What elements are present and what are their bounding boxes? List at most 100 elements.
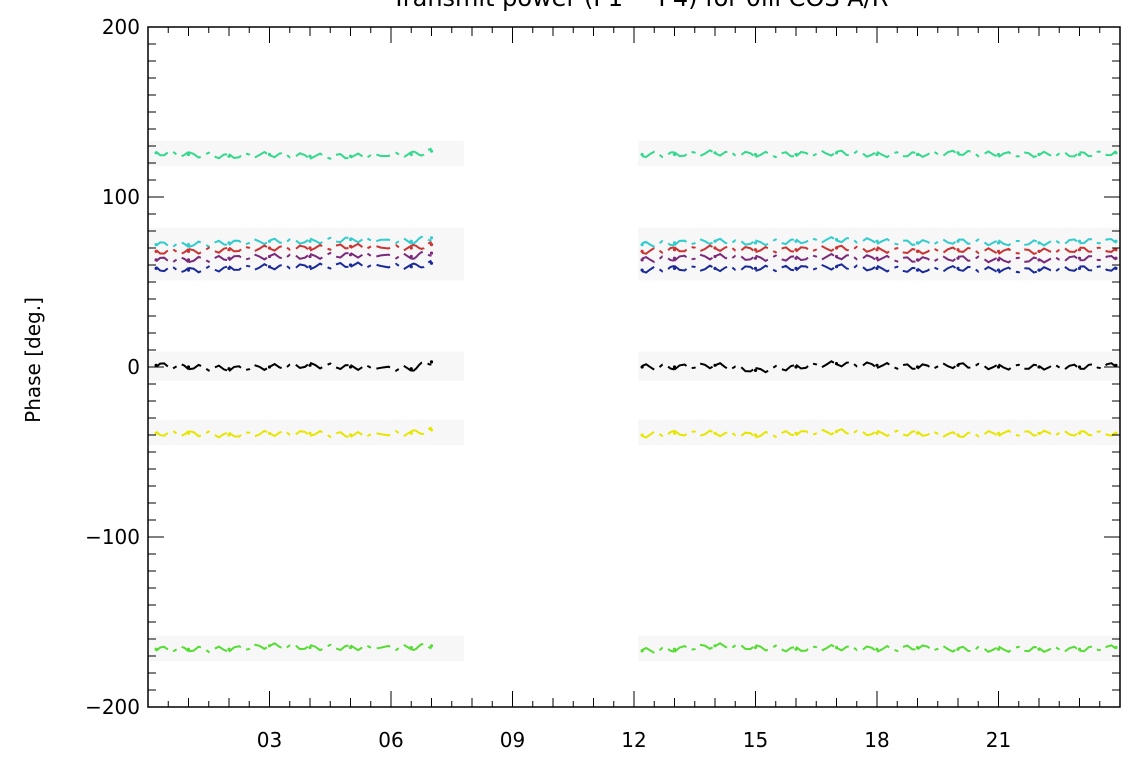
data-point	[753, 248, 758, 252]
series-segment	[411, 642, 432, 652]
x-tick-label: 15	[743, 728, 768, 752]
data-point	[834, 645, 839, 650]
data-point	[429, 149, 434, 153]
data-point	[915, 268, 920, 272]
data-point	[227, 647, 231, 651]
data-point	[1114, 248, 1118, 252]
x-tick-label: 18	[864, 728, 889, 752]
data-point	[672, 152, 677, 157]
series-segment	[349, 236, 412, 245]
data-point	[227, 266, 231, 270]
series-segment	[876, 264, 918, 273]
data-point	[227, 256, 231, 260]
data-point	[308, 431, 312, 435]
series-segment	[836, 361, 878, 369]
data-point	[267, 265, 272, 269]
chart-title: Transmit power (P1 − P4) for 0ill COS A/…	[391, 0, 889, 12]
data-point	[1077, 365, 1082, 369]
series-segment	[641, 255, 675, 264]
data-point	[672, 241, 677, 245]
series-segment	[836, 254, 878, 262]
data-point	[186, 243, 191, 247]
data-point	[429, 428, 434, 432]
data-point	[915, 241, 920, 245]
series-segment	[916, 264, 959, 274]
series-segment	[1038, 265, 1081, 274]
data-point	[186, 268, 191, 272]
data-point	[713, 151, 717, 155]
series-segment	[228, 150, 271, 160]
data-point	[640, 649, 644, 653]
series-segment	[269, 151, 311, 160]
data-point	[996, 647, 1001, 651]
series-segment	[997, 239, 1040, 247]
data-point	[429, 243, 434, 247]
series-segment	[997, 645, 1040, 653]
series-segment	[673, 149, 716, 158]
data-point	[186, 258, 191, 262]
series-segment	[309, 643, 351, 652]
data-point	[875, 239, 879, 243]
data-point	[1077, 647, 1082, 651]
data-point	[409, 431, 413, 435]
data-point	[1037, 152, 1041, 157]
data-point	[996, 241, 1001, 245]
data-point	[154, 258, 158, 262]
data-point	[956, 256, 960, 260]
series-segment	[795, 428, 838, 437]
series-segment	[916, 644, 959, 653]
data-point	[915, 249, 920, 253]
data-point	[713, 239, 717, 243]
data-point	[1077, 266, 1082, 270]
series-segment	[269, 244, 311, 252]
series-segment	[755, 245, 797, 254]
series-segment	[957, 255, 999, 264]
data-point	[753, 256, 758, 260]
series-segment	[957, 149, 999, 158]
series-segment	[916, 430, 959, 439]
series-segment	[641, 429, 675, 439]
series-segment	[673, 643, 716, 653]
data-point	[640, 268, 644, 272]
series-segment	[269, 237, 311, 245]
series-segment	[1038, 429, 1081, 438]
series-segment	[997, 247, 1040, 256]
series-segment	[755, 363, 797, 374]
data-point	[409, 367, 413, 371]
series-segment	[269, 252, 311, 260]
data-point	[1114, 239, 1118, 243]
series-segment	[641, 239, 675, 248]
series-segment	[411, 250, 432, 260]
series-segment	[876, 237, 918, 246]
series-segment	[795, 235, 838, 245]
series-segment	[916, 238, 959, 247]
data-point	[834, 254, 839, 259]
data-point	[713, 363, 717, 367]
series-segment	[188, 239, 230, 248]
data-point	[348, 263, 353, 267]
series-segment	[673, 264, 716, 273]
data-point	[915, 365, 920, 369]
data-point	[713, 431, 717, 435]
data-point	[956, 248, 960, 252]
data-point	[409, 239, 413, 243]
series-segment	[916, 254, 959, 264]
series-segment	[155, 645, 190, 654]
data-point	[794, 365, 798, 369]
data-point	[713, 246, 717, 250]
data-point	[672, 647, 677, 651]
series-segment	[309, 261, 351, 271]
series-0	[154, 147, 1118, 160]
data-point	[267, 152, 272, 157]
data-point	[186, 647, 191, 651]
data-point	[875, 431, 879, 435]
data-point	[956, 239, 960, 243]
data-point	[1037, 241, 1041, 245]
data-point	[1037, 249, 1041, 253]
series-segment	[228, 253, 271, 262]
data-point	[154, 249, 158, 253]
data-point	[348, 237, 353, 242]
series-segment	[155, 240, 190, 249]
data-point	[753, 241, 758, 245]
series-segment	[795, 263, 838, 272]
